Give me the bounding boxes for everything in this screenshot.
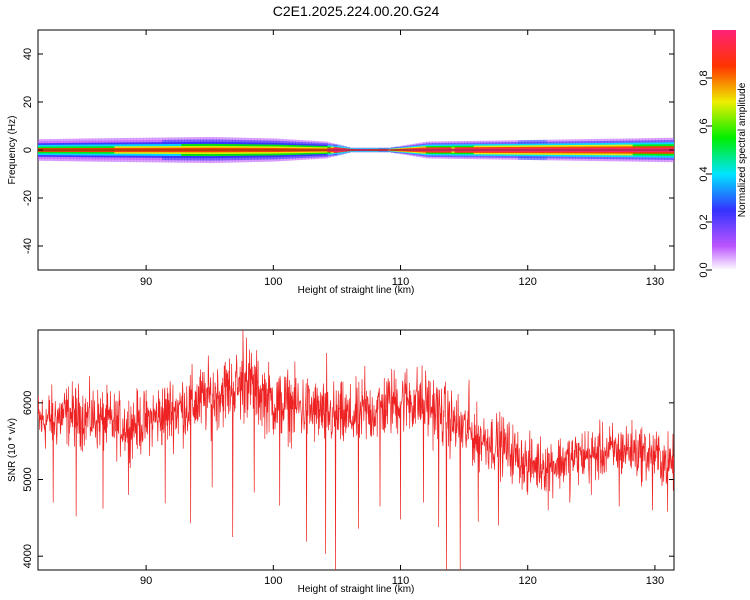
y-tick-label: 40 (22, 48, 34, 60)
snr-x-axis: 90 100 110 120 130 (140, 330, 664, 587)
snr-line (38, 330, 674, 570)
x-tick-label: 120 (519, 276, 537, 288)
y-tick-label: 0 (22, 147, 34, 153)
spectrogram-x-label: Height of straight line (km) (298, 285, 415, 296)
y-tick-label: -40 (22, 238, 34, 254)
y-tick-label: 6000 (22, 391, 34, 415)
y-tick-label: -20 (22, 190, 34, 206)
colorbar-tick-label: 0.2 (698, 214, 710, 229)
snr-y-axis: 4000 5000 6000 (22, 391, 674, 568)
colorbar-tick-label: 0.4 (698, 166, 710, 181)
spectrogram-y-axis: 40 20 0 -20 -40 (22, 48, 674, 254)
colorbar-ticks: 0.0 0.2 0.4 0.6 0.8 (698, 70, 712, 278)
colorbar: 0.0 0.2 0.4 0.6 0.8 Normalized spectral ampl… (698, 30, 748, 278)
snr-panel: 90 100 110 120 130 4000 5000 6000 Height of st… (7, 329, 675, 595)
snr-y-label: SNR (10 * v/v) (7, 418, 18, 482)
x-tick-label: 120 (519, 575, 537, 587)
x-tick-label: 130 (646, 276, 664, 288)
colorbar-tick-label: 0.8 (698, 70, 710, 85)
colorbar-tick-label: 0.0 (698, 262, 710, 277)
spectrogram-x-axis: 90 100 110 120 130 (140, 30, 664, 288)
colorbar-label: Normalized spectral amplitude (737, 82, 748, 217)
y-tick-label: 20 (22, 96, 34, 108)
x-tick-label: 110 (392, 276, 410, 288)
colorbar-tick-label: 0.6 (698, 118, 710, 133)
x-tick-label: 100 (264, 276, 282, 288)
x-tick-label: 110 (392, 575, 410, 587)
x-tick-label: 130 (646, 575, 664, 587)
y-tick-label: 5000 (22, 467, 34, 491)
chart-title: C2E1.2025.224.00.20.G24 (273, 3, 440, 19)
snr-series (38, 330, 674, 570)
x-tick-label: 90 (140, 276, 152, 288)
snr-x-label: Height of straight line (km) (298, 584, 415, 595)
colorbar-gradient (712, 30, 736, 270)
y-tick-label: 4000 (22, 544, 34, 568)
spectrogram-y-label: Frequency (Hz) (7, 116, 18, 185)
x-tick-label: 90 (140, 575, 152, 587)
spectrogram-panel: 90 100 110 120 130 40 20 0 -20 -40 Height of str… (7, 29, 675, 296)
x-tick-label: 100 (264, 575, 282, 587)
